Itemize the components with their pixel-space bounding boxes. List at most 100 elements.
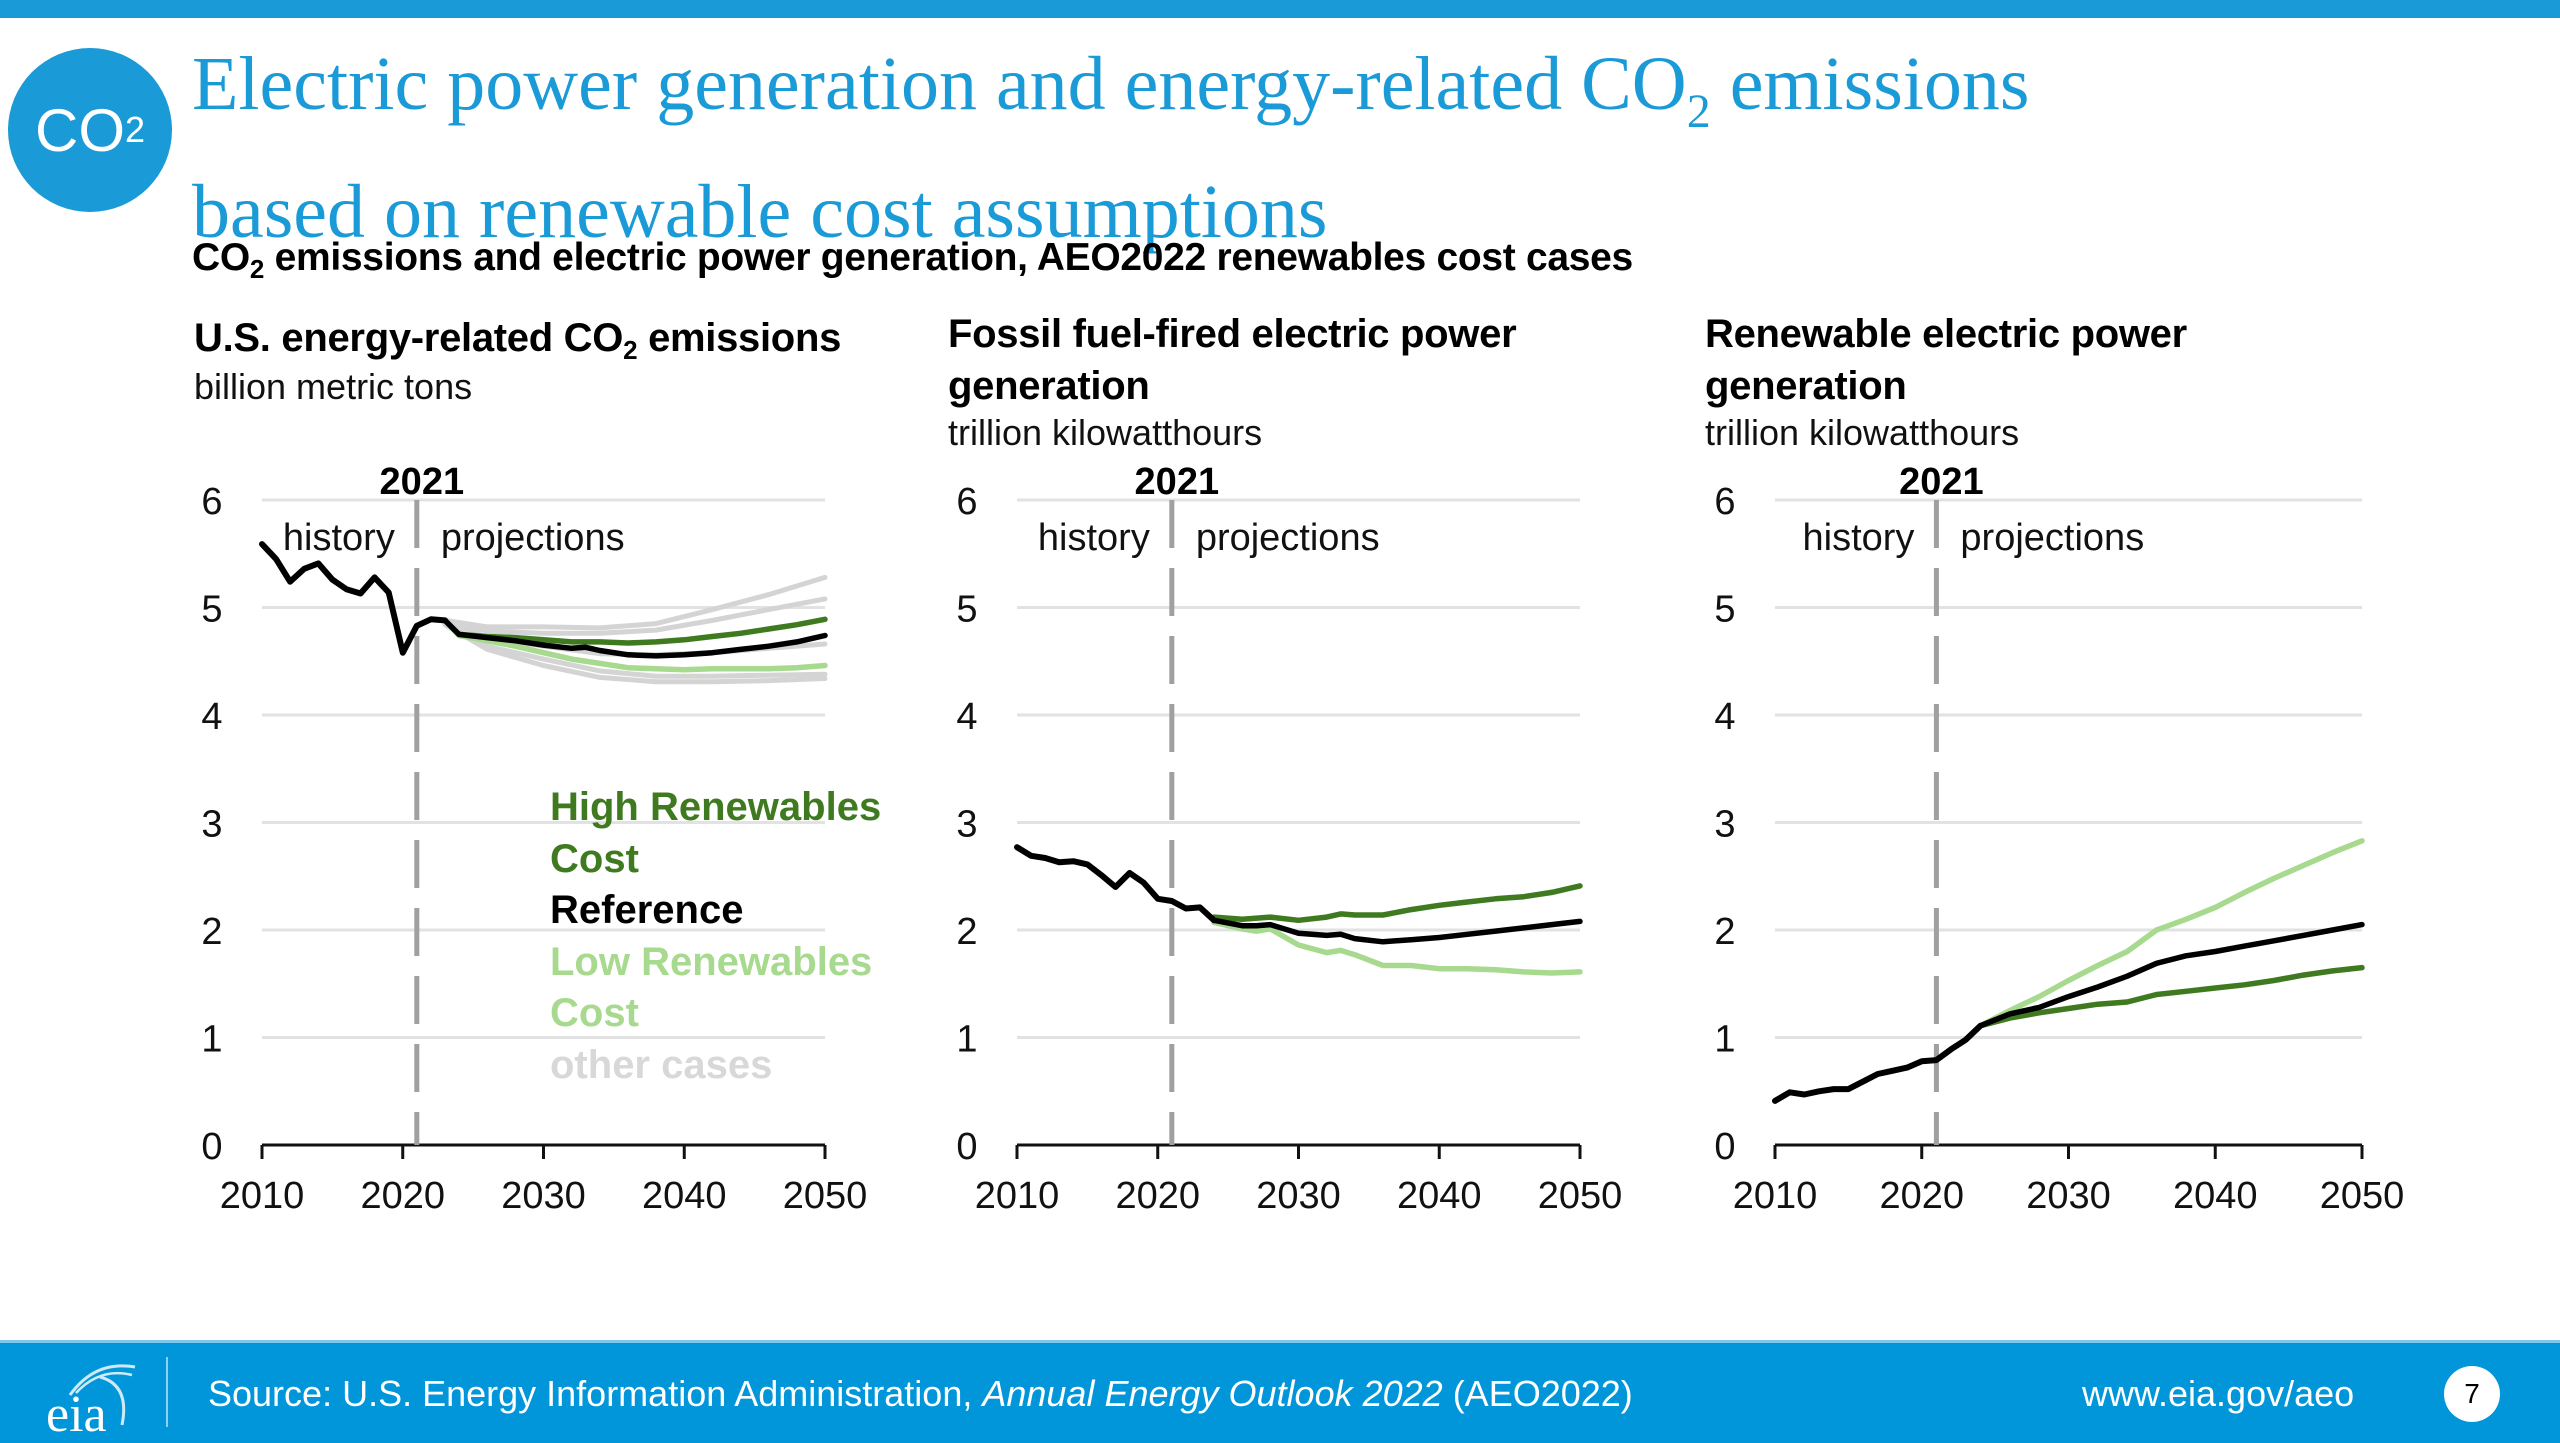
- series-line-high-renewables-cost: [1977, 964, 2365, 1029]
- history-label: history: [283, 517, 395, 559]
- x-tick-label: 2030: [1256, 1175, 1341, 1217]
- y-tick-label: 2: [1714, 911, 1735, 953]
- eia-logo-text: eia: [46, 1386, 107, 1435]
- y-tick-label: 4: [956, 696, 977, 738]
- x-tick-label: 2020: [1879, 1175, 1964, 1217]
- title-sub: 2: [1686, 85, 1711, 138]
- panel3-title: Renewable electric power generation: [1705, 308, 2187, 412]
- page-subtitle: CO2 emissions and electric power generat…: [192, 236, 1633, 285]
- series-line-other-cases-1: [442, 574, 828, 631]
- panel3-title-line1: Renewable electric power: [1705, 312, 2187, 356]
- panel2-units: trillion kilowatthours: [948, 412, 1263, 453]
- divider-year-label: 2021: [380, 461, 465, 503]
- series-line-high-renewables-cost: [1211, 883, 1583, 924]
- x-tick-label: 2030: [2026, 1175, 2111, 1217]
- x-tick-label: 2020: [360, 1175, 445, 1217]
- divider-year-label: 2021: [1899, 461, 1984, 503]
- series-line-history: [1772, 1022, 1984, 1104]
- subtitle-sub: 2: [249, 254, 265, 284]
- legend-label: other cases: [550, 1042, 773, 1087]
- history-label: history: [1803, 517, 1915, 559]
- badge-sub: 2: [124, 109, 146, 150]
- series-line-other-cases-2: [442, 596, 828, 636]
- series-line-low-renewables-cost: [1977, 838, 2365, 1029]
- legend-item-other-cases: other cases: [550, 1040, 881, 1092]
- series-line-low-renewables-cost: [442, 617, 828, 673]
- title-line1-b: emissions: [1710, 42, 2030, 126]
- series-line-history: [259, 541, 448, 656]
- series-line-other-cases-4: [442, 621, 828, 679]
- y-tick-label: 0: [201, 1126, 222, 1168]
- subtitle-a: CO: [192, 236, 250, 279]
- history-label: history: [1038, 517, 1150, 559]
- title-line1-a: Electric power generation and energy-rel…: [192, 42, 1687, 126]
- source-prefix: Source: U.S. Energy Information Administ…: [208, 1373, 983, 1414]
- panel3-title-line2: generation: [1705, 364, 1907, 408]
- projections-label: projections: [1960, 517, 2144, 559]
- x-tick-label: 2050: [1538, 1175, 1623, 1217]
- series-line-low-renewables-cost: [1211, 919, 1583, 976]
- y-tick-label: 4: [1714, 696, 1735, 738]
- panel3-units: trillion kilowatthours: [1705, 412, 2020, 453]
- series-line-reference: [1211, 917, 1583, 945]
- footer-divider: [166, 1357, 168, 1427]
- y-tick-label: 1: [956, 1019, 977, 1061]
- y-tick-label: 3: [1714, 804, 1735, 846]
- source-title: Annual Energy Outlook 2022: [982, 1373, 1443, 1414]
- eia-logo-icon: eia: [46, 1364, 136, 1435]
- y-tick-label: 6: [956, 481, 977, 523]
- top-accent-bar: [0, 0, 2560, 18]
- legend: High Renewables Cost Reference Low Renew…: [550, 782, 881, 1091]
- legend-label: Low Renewables: [550, 939, 873, 984]
- panel2-title-line1: Fossil fuel-fired electric power: [948, 312, 1517, 356]
- x-tick-label: 2010: [220, 1175, 305, 1217]
- series-line-reference: [442, 617, 828, 659]
- y-tick-label: 1: [1714, 1019, 1735, 1061]
- x-tick-label: 2040: [1397, 1175, 1482, 1217]
- panel1-title-a: U.S. energy-related CO: [194, 316, 624, 360]
- footer: eia Source: U.S. Energy Information Admi…: [0, 1340, 2560, 1443]
- y-tick-label: 2: [956, 911, 977, 953]
- y-tick-label: 5: [201, 589, 222, 631]
- y-tick-label: 0: [956, 1126, 977, 1168]
- co2-badge-icon: CO 2: [8, 48, 172, 212]
- y-tick-label: 4: [201, 696, 222, 738]
- x-tick-label: 2010: [1733, 1175, 1818, 1217]
- footer-url-link[interactable]: www.eia.gov/aeo: [2082, 1373, 2355, 1414]
- panel1-title-sub: 2: [623, 335, 638, 365]
- subtitle-b: emissions and electric power generation,…: [264, 236, 1634, 279]
- series-line-other-cases-5: [442, 622, 828, 685]
- projections-label: projections: [441, 517, 625, 559]
- x-tick-label: 2050: [2320, 1175, 2405, 1217]
- panel1-title-b: emissions: [637, 316, 842, 360]
- legend-label: Cost: [550, 836, 639, 881]
- source-suffix: (AEO2022): [1442, 1373, 1633, 1414]
- panel2-title: Fossil fuel-fired electric power generat…: [948, 308, 1517, 412]
- footer-source: Source: U.S. Energy Information Administ…: [208, 1373, 1633, 1415]
- panel2-title-line2: generation: [948, 364, 1150, 408]
- y-tick-label: 2: [201, 911, 222, 953]
- page-title: Electric power generation and energy-rel…: [192, 34, 2492, 262]
- y-tick-label: 5: [1714, 589, 1735, 631]
- panel1-units: billion metric tons: [194, 366, 473, 407]
- badge-text: CO: [34, 96, 125, 164]
- x-tick-label: 2050: [783, 1175, 868, 1217]
- x-tick-label: 2040: [2173, 1175, 2258, 1217]
- x-tick-label: 2010: [975, 1175, 1060, 1217]
- title-line2: based on renewable cost assumptions: [192, 170, 1328, 254]
- legend-label: High Renewables: [550, 785, 882, 829]
- y-tick-label: 3: [201, 804, 222, 846]
- series-line-reference: [1977, 921, 2365, 1029]
- divider-year-label: 2021: [1135, 461, 1220, 503]
- legend-item-low-renewables: Low Renewables Cost: [550, 937, 881, 1040]
- legend-label: Reference: [550, 888, 744, 932]
- x-tick-label: 2020: [1115, 1175, 1200, 1217]
- panel1-title: U.S. energy-related CO2 emissions: [194, 312, 841, 376]
- y-tick-label: 0: [1714, 1126, 1735, 1168]
- legend-label: Cost: [550, 991, 639, 1035]
- y-tick-label: 1: [201, 1019, 222, 1061]
- projections-label: projections: [1196, 517, 1380, 559]
- legend-item-high-renewables: High Renewables Cost: [550, 782, 881, 885]
- y-tick-label: 5: [956, 589, 977, 631]
